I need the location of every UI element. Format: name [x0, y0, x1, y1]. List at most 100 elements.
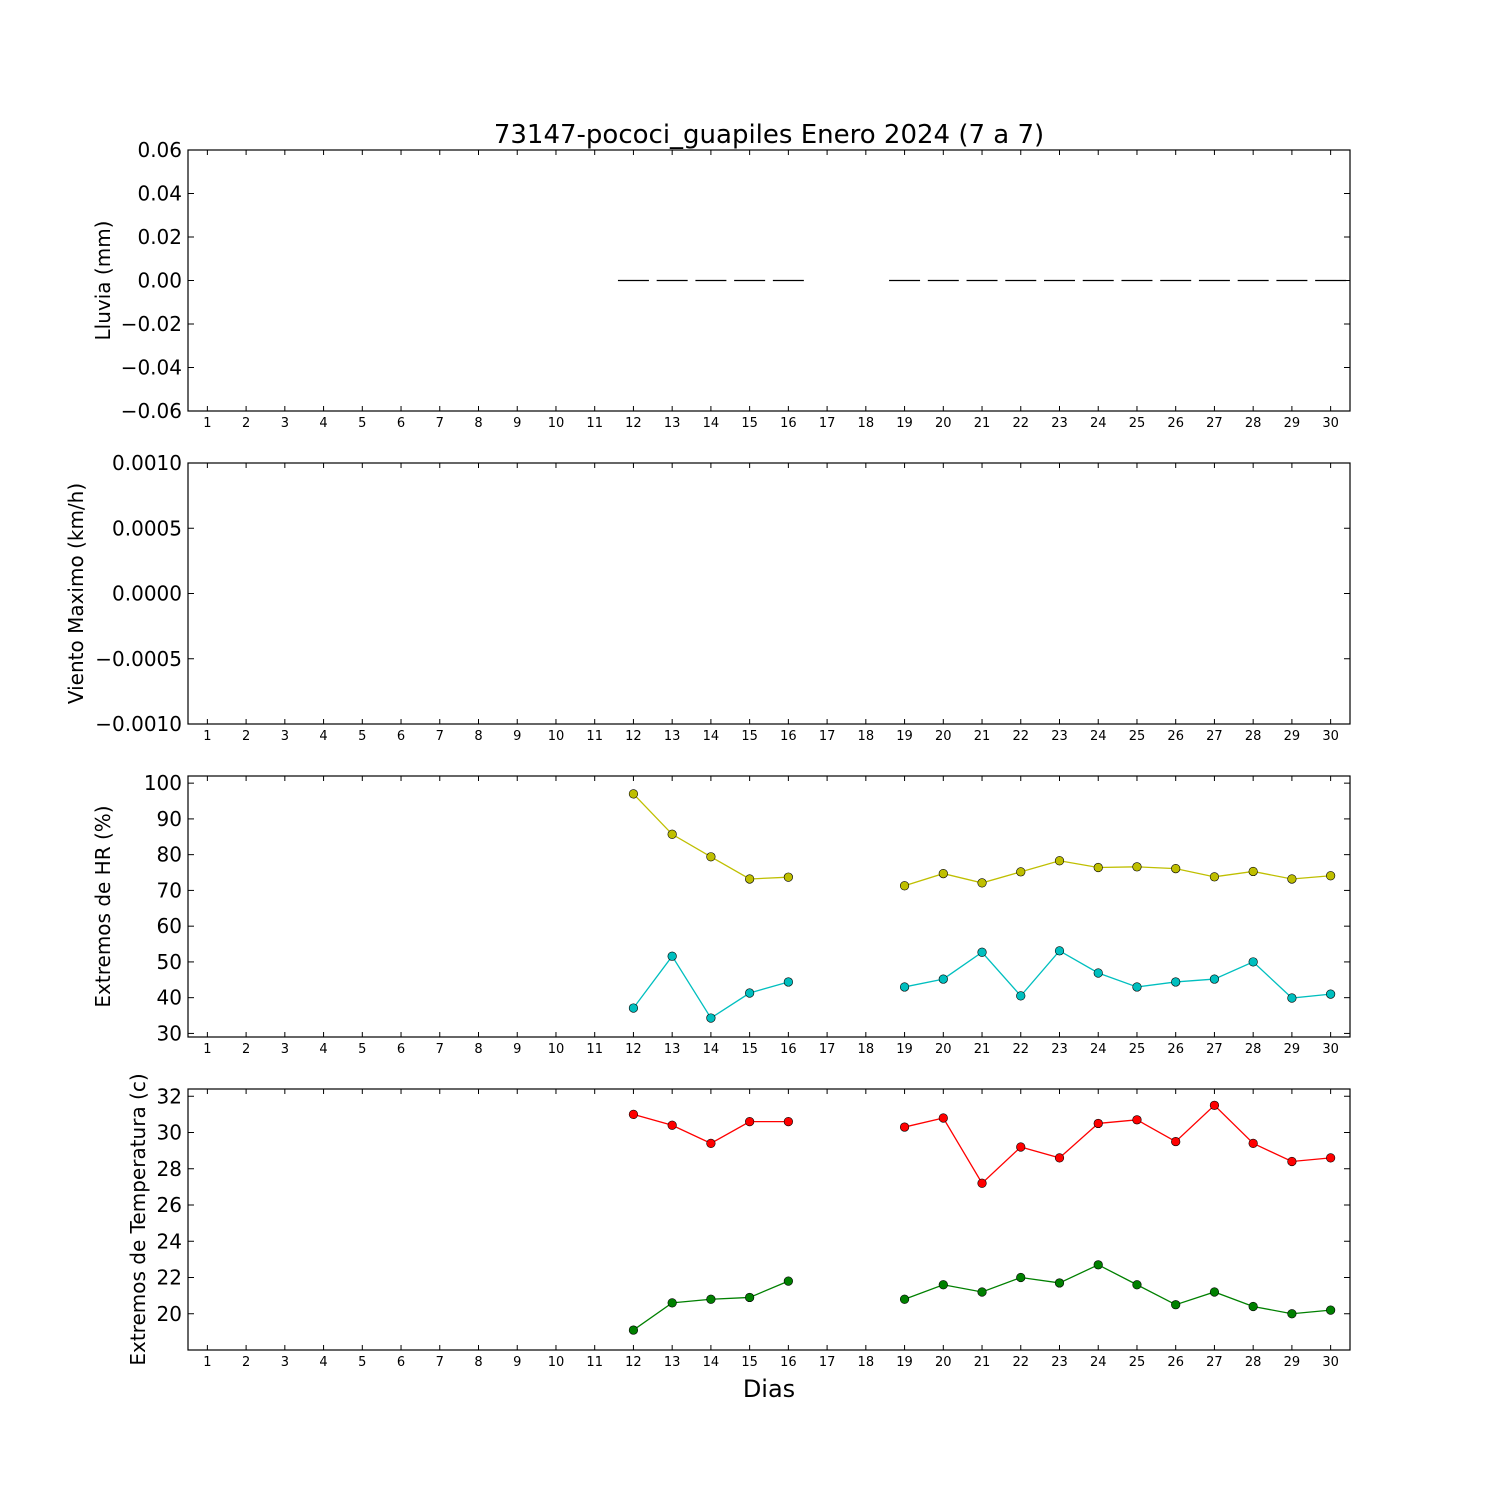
- x-tick-label: 17: [819, 1355, 836, 1370]
- series-line-2: [632, 955, 789, 1019]
- data-point: [1171, 1300, 1181, 1310]
- x-tick-label: 29: [1284, 729, 1301, 744]
- data-point: [1054, 946, 1065, 956]
- x-tick-label: 7: [436, 1355, 444, 1370]
- x-tick-label: 15: [741, 1355, 758, 1370]
- data-point: [1326, 1153, 1336, 1163]
- x-tick-label: 19: [896, 729, 913, 744]
- series-line-1: [632, 793, 789, 880]
- y-tick-label: 26: [157, 1193, 182, 1217]
- x-tick-label: 14: [703, 1042, 720, 1057]
- x-tick-label: 4: [319, 1355, 327, 1370]
- x-tick-label: 13: [664, 729, 681, 744]
- y-axis-label: Extremos de HR (%): [91, 805, 115, 1007]
- x-tick-label: 23: [1051, 729, 1068, 744]
- data-point: [938, 1280, 948, 1290]
- data-point: [1016, 1272, 1026, 1283]
- x-tick-label: 18: [858, 729, 875, 744]
- x-tick-label: 19: [896, 1042, 913, 1057]
- x-tick-label: 24: [1090, 1355, 1107, 1370]
- data-point: [1287, 1309, 1297, 1319]
- data-point: [783, 1117, 793, 1127]
- x-tick-label: 27: [1206, 729, 1223, 744]
- x-tick-label: 3: [281, 1042, 289, 1057]
- x-tick-label: 21: [974, 1042, 991, 1057]
- y-tick-label: −0.0010: [95, 712, 182, 736]
- x-tick-label: 20: [935, 416, 952, 431]
- data-point: [899, 982, 910, 992]
- x-tick-label: 3: [281, 1355, 289, 1370]
- x-tick-label: 27: [1206, 1355, 1223, 1370]
- x-tick-label: 7: [436, 1042, 444, 1057]
- data-point: [1054, 1278, 1065, 1288]
- x-tick-label: 8: [474, 1042, 482, 1057]
- x-tick-label: 2: [242, 416, 250, 431]
- x-tick-label: 23: [1051, 1355, 1068, 1370]
- x-tick-label: 6: [397, 416, 405, 431]
- x-tick-label: 2: [242, 729, 250, 744]
- data-point: [1054, 1153, 1065, 1163]
- data-point: [706, 852, 716, 862]
- x-tick-label: 21: [974, 729, 991, 744]
- series-line-2: [633, 1280, 789, 1331]
- x-tick-label: 5: [358, 1355, 366, 1370]
- series-line-1: [904, 1104, 1331, 1185]
- data-point: [1171, 1136, 1181, 1147]
- x-tick-label: 15: [741, 729, 758, 744]
- x-tick-label: 8: [474, 1355, 482, 1370]
- y-tick-label: 22: [157, 1266, 182, 1290]
- x-tick-label: 11: [586, 1355, 603, 1370]
- data-point: [899, 881, 910, 891]
- plot-frame: [187, 462, 1351, 725]
- x-tick-label: 20: [935, 1042, 952, 1057]
- data-point: [783, 872, 793, 882]
- x-tick-label: 10: [548, 1042, 565, 1057]
- x-tick-label: 17: [819, 729, 836, 744]
- x-tick-label: 1: [203, 416, 211, 431]
- x-tick-label: 14: [703, 729, 720, 744]
- data-point: [1093, 1118, 1103, 1129]
- x-tick-label: 2: [242, 1355, 250, 1370]
- data-point: [938, 1113, 948, 1123]
- data-point: [1287, 1156, 1297, 1167]
- x-tick-label: 14: [703, 416, 720, 431]
- data-point: [667, 951, 677, 961]
- x-tick-label: 16: [780, 1042, 797, 1057]
- x-tick-label: 26: [1167, 416, 1184, 431]
- y-tick-label: 32: [157, 1084, 182, 1108]
- data-point: [1326, 1305, 1336, 1315]
- data-point: [628, 1003, 639, 1013]
- x-tick-label: 26: [1167, 729, 1184, 744]
- x-axis-label: Dias: [743, 1375, 795, 1403]
- x-tick-label: 23: [1051, 416, 1068, 431]
- data-point: [745, 1117, 755, 1127]
- data-point: [1132, 1280, 1142, 1290]
- x-tick-label: 29: [1284, 416, 1301, 431]
- x-tick-label: 17: [819, 416, 836, 431]
- data-point: [938, 869, 948, 879]
- data-point: [977, 1287, 987, 1297]
- x-tick-label: 20: [935, 1355, 952, 1370]
- y-tick-label: 0.00: [137, 269, 182, 293]
- data-point: [1287, 874, 1297, 884]
- y-tick-label: 0.0000: [112, 582, 182, 606]
- x-tick-label: 19: [896, 416, 913, 431]
- x-tick-label: 24: [1090, 416, 1107, 431]
- data-point: [1054, 856, 1065, 866]
- x-tick-label: 11: [586, 729, 603, 744]
- data-point: [745, 988, 755, 998]
- data-point: [706, 1138, 716, 1148]
- y-tick-label: 60: [157, 914, 182, 938]
- x-tick-label: 20: [935, 729, 952, 744]
- data-point: [1093, 862, 1103, 873]
- x-tick-label: 18: [858, 1355, 875, 1370]
- x-tick-label: 9: [513, 1042, 521, 1057]
- x-tick-label: 1: [203, 729, 211, 744]
- y-tick-label: 30: [157, 1021, 182, 1045]
- x-tick-label: 5: [358, 1042, 366, 1057]
- y-tick-label: 90: [157, 807, 182, 831]
- x-tick-label: 16: [780, 1355, 797, 1370]
- x-tick-label: 10: [548, 416, 565, 431]
- y-tick-label: 0.02: [137, 225, 182, 249]
